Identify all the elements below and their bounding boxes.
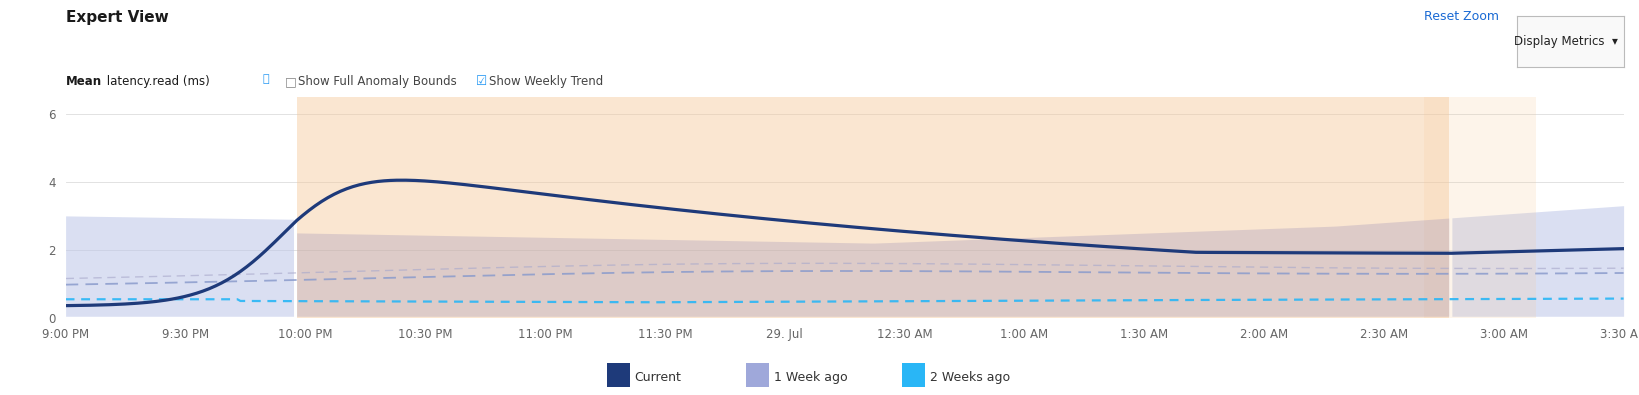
Text: Expert View: Expert View xyxy=(66,10,169,25)
Text: 2 Weeks ago: 2 Weeks ago xyxy=(929,371,1010,384)
Text: Reset Zoom: Reset Zoom xyxy=(1423,10,1498,23)
Text: ⓘ: ⓘ xyxy=(262,74,269,84)
Text: Show Full Anomaly Bounds: Show Full Anomaly Bounds xyxy=(298,75,457,88)
Text: Mean: Mean xyxy=(66,75,102,88)
Text: Current: Current xyxy=(634,371,682,384)
Text: Display Metrics  ▾: Display Metrics ▾ xyxy=(1513,35,1618,48)
Text: 1 Week ago: 1 Week ago xyxy=(774,371,847,384)
Text: latency.read (ms): latency.read (ms) xyxy=(103,75,210,88)
Text: Show Weekly Trend: Show Weekly Trend xyxy=(488,75,603,88)
Text: ☑: ☑ xyxy=(475,75,487,88)
Text: □: □ xyxy=(285,75,297,88)
